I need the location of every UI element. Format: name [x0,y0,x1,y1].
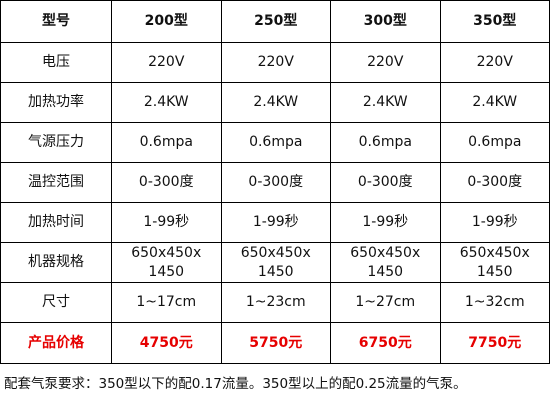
table-cell: 0-300度 [439,162,550,203]
table-cell: 0.6mpa [330,122,441,163]
table-cell: 1-99秒 [220,202,331,243]
row-label: 气源压力 [0,122,112,163]
table-cell: 2.4KW [330,82,441,123]
table-cell: 1~23cm [220,282,331,323]
table-cell: 1~17cm [111,282,222,323]
cell-line: 650x450x [240,244,311,261]
spec-table: 型号 200型 250型 300型 350型 电压 220V 220V 220V 220V 加热功率… [0,0,550,364]
table-cell: 1~27cm [330,282,441,323]
table-cell: 350型 [439,0,550,43]
footnote: 配套气泵要求：350型以下的配0.17流量。350型以上的配0.25流量的气泵。 [4,376,467,392]
table-row: 温控范围 0-300度 0-300度 0-300度 0-300度 [0,162,550,203]
cell-line: 1450 [257,263,294,280]
table-row: 电压 220V 220V 220V 220V [0,42,550,83]
table-cell: 5750元 [220,322,331,364]
table-cell: 220V [330,42,441,83]
row-label: 尺寸 [0,282,112,323]
cell-line: 1450 [476,263,513,280]
cell-line: 650x450x [131,244,202,261]
table-row: 机器规格 650x450x 1450 650x450x 1450 650x450x 1450… [0,242,550,283]
cell-line: 1450 [367,263,404,280]
table-cell: 250型 [220,0,331,43]
table-cell: 220V [220,42,331,83]
table-cell: 650x450x 1450 [111,242,222,283]
table-cell: 2.4KW [111,82,222,123]
table-cell: 0.6mpa [220,122,331,163]
table-cell: 2.4KW [439,82,550,123]
table-row: 气源压力 0.6mpa 0.6mpa 0.6mpa 0.6mpa [0,122,550,163]
table-cell: 0-300度 [330,162,441,203]
table-cell: 0.6mpa [111,122,222,163]
table-cell: 1~32cm [439,282,550,323]
table-row: 加热时间 1-99秒 1-99秒 1-99秒 1-99秒 [0,202,550,243]
cell-line: 1450 [148,263,185,280]
row-label: 加热时间 [0,202,112,243]
row-label: 温控范围 [0,162,112,203]
table-cell: 220V [439,42,550,83]
row-label: 产品价格 [0,322,112,364]
table-row: 产品价格 4750元 5750元 6750元 7750元 [0,322,550,364]
table-cell: 650x450x 1450 [439,242,550,283]
row-label: 机器规格 [0,242,112,283]
table-cell: 6750元 [330,322,441,364]
table-row: 尺寸 1~17cm 1~23cm 1~27cm 1~32cm [0,282,550,323]
table-cell: 220V [111,42,222,83]
row-label: 加热功率 [0,82,112,123]
table-cell: 0-300度 [220,162,331,203]
table-cell: 2.4KW [220,82,331,123]
table-cell: 0.6mpa [439,122,550,163]
table-cell: 1-99秒 [330,202,441,243]
table-row: 型号 200型 250型 300型 350型 [0,0,550,43]
table-cell: 4750元 [111,322,222,364]
table-cell: 200型 [111,0,222,43]
cell-line: 650x450x [459,244,530,261]
table-cell: 650x450x 1450 [330,242,441,283]
table-cell: 650x450x 1450 [220,242,331,283]
table-cell: 300型 [330,0,441,43]
row-label: 型号 [0,0,112,43]
table-cell: 1-99秒 [439,202,550,243]
row-label: 电压 [0,42,112,83]
table-row: 加热功率 2.4KW 2.4KW 2.4KW 2.4KW [0,82,550,123]
table-cell: 1-99秒 [111,202,222,243]
table-cell: 0-300度 [111,162,222,203]
cell-line: 650x450x [350,244,421,261]
table-cell: 7750元 [439,322,550,364]
